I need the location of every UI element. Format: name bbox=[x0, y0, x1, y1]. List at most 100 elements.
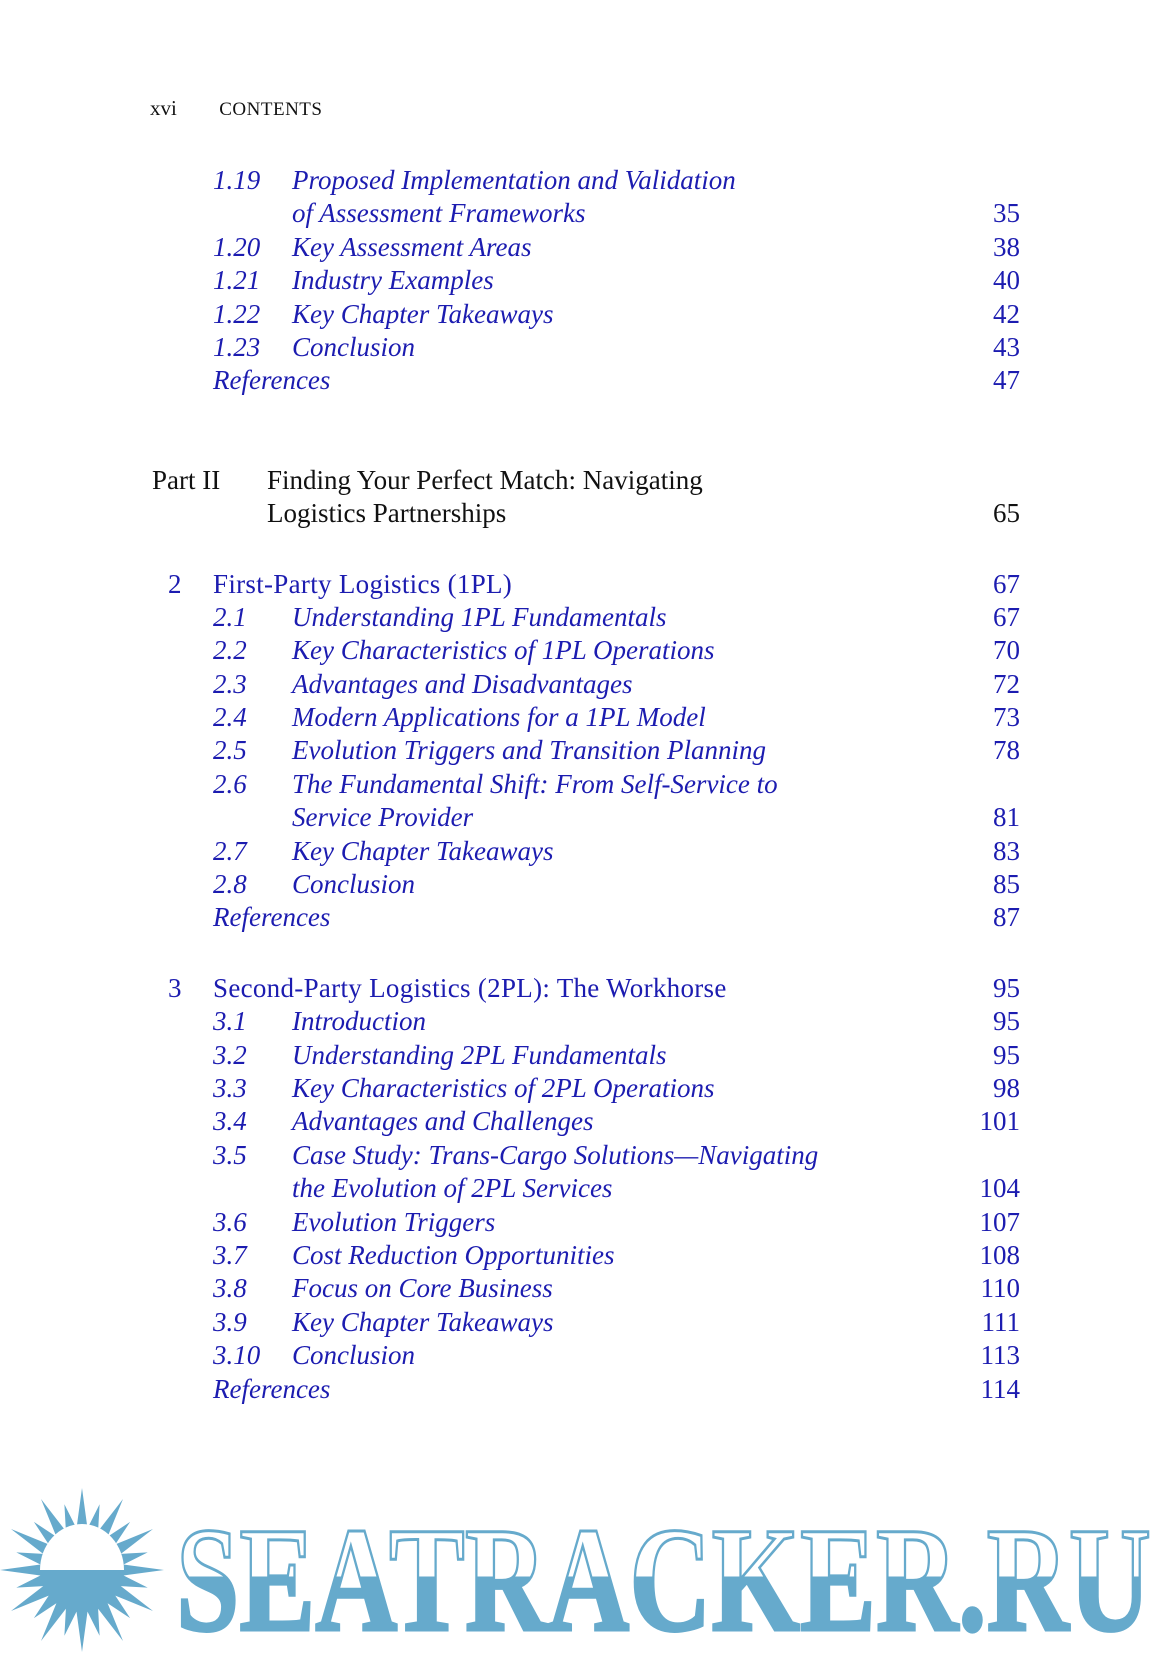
entry-page: 95 bbox=[993, 972, 1020, 1003]
entry-number: 3.3 bbox=[213, 1072, 247, 1103]
part-title: Finding Your Perfect Match: Navigating bbox=[267, 464, 703, 495]
toc-entry[interactable]: of Assessment Frameworks 35 bbox=[0, 197, 1166, 230]
entry-number: 2.2 bbox=[213, 635, 247, 666]
entry-title: Advantages and Disadvantages bbox=[292, 668, 633, 699]
entry-number: 1.21 bbox=[213, 265, 261, 296]
part-heading-cont[interactable]: Logistics Partnerships 65 bbox=[0, 497, 1166, 530]
entry-number: 3.4 bbox=[213, 1106, 247, 1137]
entry-number: 3.6 bbox=[213, 1206, 247, 1237]
toc-entry[interactable]: 2.3 Advantages and Disadvantages 72 bbox=[0, 668, 1166, 701]
spacer bbox=[0, 398, 1166, 464]
entry-number: 3.7 bbox=[213, 1239, 247, 1270]
entry-title: Service Provider bbox=[292, 802, 474, 833]
entry-number: 1.22 bbox=[213, 298, 261, 329]
toc-entry[interactable]: 3.8 Focus on Core Business 110 bbox=[0, 1272, 1166, 1305]
entry-number: 3.5 bbox=[213, 1139, 247, 1170]
part-label: Part II bbox=[152, 464, 221, 495]
toc-entry[interactable]: 2.4 Modern Applications for a 1PL Model 73 bbox=[0, 701, 1166, 734]
toc-entry[interactable]: 3.10 Conclusion 113 bbox=[0, 1339, 1166, 1372]
toc-entry[interactable]: 2.2 Key Characteristics of 1PL Operations… bbox=[0, 634, 1166, 667]
references-entry[interactable]: References 87 bbox=[0, 901, 1166, 934]
entry-page: 95 bbox=[993, 1006, 1020, 1037]
entry-page: 113 bbox=[980, 1340, 1021, 1371]
entry-number: 3.9 bbox=[213, 1306, 247, 1337]
entry-title: Introduction bbox=[292, 1006, 426, 1037]
toc-entry[interactable]: 1.19 Proposed Implementation and Validati… bbox=[0, 164, 1166, 197]
entry-title: Focus on Core Business bbox=[292, 1273, 553, 1304]
entry-title: References bbox=[213, 902, 331, 933]
entry-title: the Evolution of 2PL Services bbox=[292, 1173, 613, 1204]
entry-page: 40 bbox=[993, 265, 1020, 296]
spacer bbox=[0, 935, 1166, 972]
toc-entry[interactable]: 3.1 Introduction 95 bbox=[0, 1005, 1166, 1038]
entry-page: 107 bbox=[979, 1206, 1021, 1237]
toc-entry[interactable]: 2.7 Key Chapter Takeaways 83 bbox=[0, 835, 1166, 868]
entry-number: 2.5 bbox=[213, 735, 247, 766]
entry-title: Proposed Implementation and Validation bbox=[292, 165, 736, 195]
entry-page: 38 bbox=[993, 231, 1020, 262]
references-entry[interactable]: References 47 bbox=[0, 364, 1166, 397]
entry-number: 1.23 bbox=[213, 331, 261, 362]
toc-entry[interactable]: 1.22 Key Chapter Takeaways 42 bbox=[0, 298, 1166, 331]
entry-title: Evolution Triggers bbox=[292, 1206, 496, 1237]
entry-number: 1.19 bbox=[213, 165, 261, 195]
sun-icon bbox=[0, 1488, 164, 1652]
entry-page: 42 bbox=[993, 298, 1020, 329]
entry-page: 78 bbox=[993, 735, 1020, 766]
entry-title: Key Chapter Takeaways bbox=[292, 835, 554, 866]
entry-title: Modern Applications for a 1PL Model bbox=[292, 702, 706, 733]
entry-number: 3.8 bbox=[213, 1273, 247, 1304]
toc-entry[interactable]: 1.20 Key Assessment Areas 38 bbox=[0, 231, 1166, 264]
entry-title: References bbox=[213, 365, 331, 396]
entry-number: 3 bbox=[168, 972, 182, 1003]
toc-entry[interactable]: 2.1 Understanding 1PL Fundamentals 67 bbox=[0, 601, 1166, 634]
entry-page: 47 bbox=[993, 365, 1020, 396]
toc-entry[interactable]: 3.3 Key Characteristics of 2PL Operations… bbox=[0, 1072, 1166, 1105]
chapter-entry[interactable]: 2 First-Party Logistics (1PL) 67 bbox=[0, 568, 1166, 601]
entry-page: 67 bbox=[993, 568, 1020, 599]
entry-page: 111 bbox=[981, 1306, 1021, 1337]
entry-title: Cost Reduction Opportunities bbox=[292, 1239, 615, 1270]
toc-entry[interactable]: 3.6 Evolution Triggers 107 bbox=[0, 1206, 1166, 1239]
toc-entry[interactable]: 3.5 Case Study: Trans-Cargo Solutions—Nav… bbox=[0, 1139, 1166, 1172]
entry-number: 3.1 bbox=[213, 1006, 247, 1037]
spacer bbox=[0, 531, 1166, 568]
entry-title: Understanding 1PL Fundamentals bbox=[292, 601, 667, 632]
part-heading[interactable]: Part II Finding Your Perfect Match: Navig… bbox=[0, 464, 1166, 497]
entry-page: 95 bbox=[993, 1039, 1020, 1070]
entry-page: 98 bbox=[993, 1072, 1020, 1103]
entry-title: Conclusion bbox=[292, 331, 416, 362]
toc-entry[interactable]: 3.2 Understanding 2PL Fundamentals 95 bbox=[0, 1039, 1166, 1072]
toc-entry[interactable]: 2.8 Conclusion 85 bbox=[0, 868, 1166, 901]
entry-page: 101 bbox=[979, 1106, 1021, 1137]
entry-title: Key Characteristics of 2PL Operations bbox=[292, 1072, 715, 1103]
entry-title: Understanding 2PL Fundamentals bbox=[292, 1039, 667, 1070]
entry-number: 2.7 bbox=[213, 835, 247, 866]
references-entry[interactable]: References 114 bbox=[0, 1373, 1166, 1406]
entry-page: 110 bbox=[980, 1273, 1021, 1304]
toc-entry[interactable]: 3.7 Cost Reduction Opportunities 108 bbox=[0, 1239, 1166, 1272]
toc-entry[interactable]: the Evolution of 2PL Services 104 bbox=[0, 1172, 1166, 1205]
toc-entry[interactable]: 2.5 Evolution Triggers and Transition Pla… bbox=[0, 734, 1166, 767]
entry-title: Key Chapter Takeaways bbox=[292, 1306, 554, 1337]
toc-entry[interactable]: 1.21 Industry Examples 40 bbox=[0, 264, 1166, 297]
entry-number: 3.2 bbox=[213, 1039, 247, 1070]
toc-entry[interactable]: 3.9 Key Chapter Takeaways 111 bbox=[0, 1306, 1166, 1339]
entry-title: Advantages and Challenges bbox=[292, 1106, 594, 1137]
entry-page: 104 bbox=[979, 1173, 1021, 1204]
toc-entry[interactable]: 1.23 Conclusion 43 bbox=[0, 331, 1166, 364]
entry-title: The Fundamental Shift: From Self-Service… bbox=[292, 768, 778, 799]
entry-number: 2 bbox=[168, 568, 182, 599]
entry-page: 114 bbox=[980, 1373, 1021, 1404]
running-header: xvi CONTENTS bbox=[150, 96, 322, 121]
toc-entry[interactable]: 3.4 Advantages and Challenges 101 bbox=[0, 1105, 1166, 1138]
entry-title: Evolution Triggers and Transition Planni… bbox=[292, 735, 767, 766]
toc-entry[interactable]: 2.6 The Fundamental Shift: From Self-Serv… bbox=[0, 768, 1166, 801]
entry-title: Key Assessment Areas bbox=[292, 231, 532, 262]
toc-entry[interactable]: Service Provider 81 bbox=[0, 801, 1166, 834]
entry-number: 2.4 bbox=[213, 702, 247, 733]
entry-number: 3.10 bbox=[213, 1340, 261, 1371]
chapter-entry[interactable]: 3 Second-Party Logistics (2PL): The Workh… bbox=[0, 972, 1166, 1005]
entry-page: 43 bbox=[993, 331, 1020, 362]
entry-page: 83 bbox=[993, 835, 1020, 866]
